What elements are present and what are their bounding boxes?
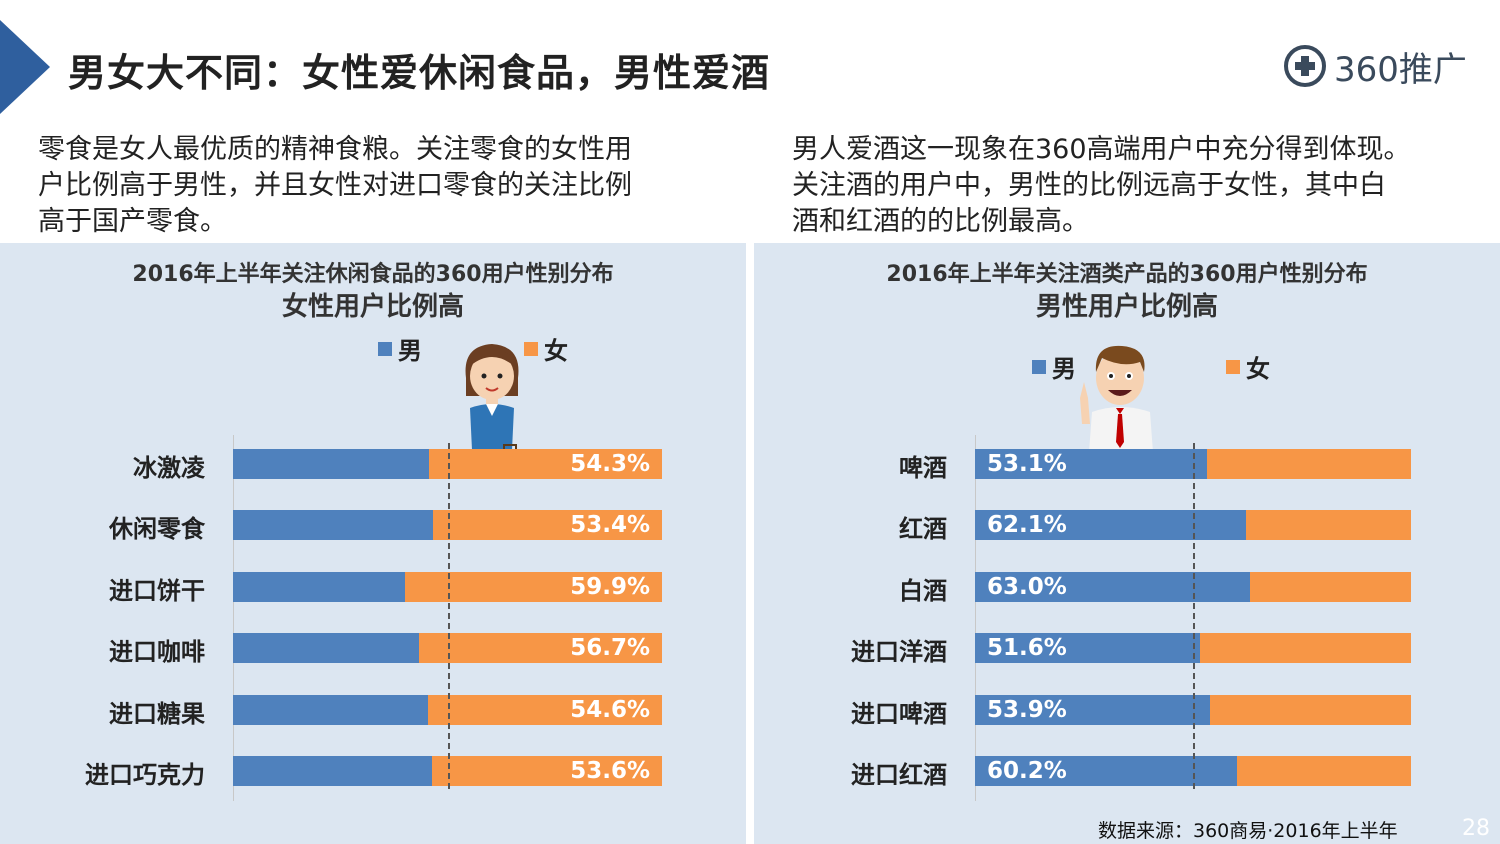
legend-female: 女: [1226, 349, 1270, 384]
bar-female: [1206, 449, 1411, 479]
description-line: 零食是女人最优质的精神食粮。关注零食的女性用: [38, 134, 632, 165]
category-label: 进口糖果: [109, 699, 205, 728]
page-number: 28: [1462, 816, 1490, 841]
alcohol-chart-panel: 2016年上半年关注酒类产品的360用户性别分布 男性用户比例高 男 女 啤酒 5…: [754, 243, 1500, 844]
legend-male: 男: [1032, 349, 1076, 384]
description-line: 高于国产零食。: [38, 206, 227, 237]
chart-subtitle: 男性用户比例高: [1035, 292, 1218, 322]
legend-female: 女: [524, 331, 568, 366]
data-label: 62.1%: [987, 512, 1067, 539]
bar-male: [233, 756, 433, 786]
data-label: 53.1%: [987, 451, 1067, 477]
category-label: 红酒: [899, 515, 947, 544]
description-line: 户比例高于男性，并且女性对进口零食的关注比例: [38, 170, 632, 201]
slide-title: 男女大不同：女性爱休闲食品，男性爱酒: [68, 51, 771, 95]
bar-female: [432, 756, 662, 786]
chart-subtitle: 女性用户比例高: [281, 292, 464, 322]
category-label: 冰激凌: [133, 454, 205, 482]
bar-female: [1249, 571, 1411, 602]
data-label: 51.6%: [987, 635, 1067, 662]
bar-female: [1245, 510, 1411, 541]
category-label: 进口红酒: [851, 761, 947, 789]
bar-male: [233, 510, 433, 541]
bar-male: [975, 694, 1210, 725]
bar-female: [1210, 694, 1411, 725]
legend-swatch-female: [1226, 359, 1240, 374]
logo-text: 360推广: [1334, 49, 1467, 90]
title-arrow-icon: [0, 20, 50, 114]
legend-label: 女: [1246, 355, 1270, 383]
male-figure-icon: [1080, 345, 1154, 466]
data-label: 63.0%: [987, 573, 1067, 600]
data-label: 54.3%: [570, 451, 650, 477]
legend-swatch-male: [1032, 359, 1046, 374]
legend-male: 男: [378, 331, 422, 366]
category-label: 进口洋酒: [851, 638, 947, 667]
data-label: 53.4%: [570, 512, 650, 539]
description-line: 男人爱酒这一现象在360高端用户中充分得到体现。: [792, 134, 1411, 165]
data-label: 54.6%: [570, 696, 650, 723]
bar-female: [418, 633, 662, 664]
bar-female: [429, 449, 662, 479]
description-right: 男人爱酒这一现象在360高端用户中充分得到体现。 关注酒的用户中，男性的比例远高…: [792, 132, 1472, 240]
legend-swatch-female: [524, 341, 538, 356]
data-label: 59.9%: [570, 573, 650, 600]
bar-male: [975, 449, 1207, 479]
legend-label: 男: [398, 337, 422, 365]
y-axis-line: [975, 435, 976, 801]
description-line: 关注酒的用户中，男性的比例远高于女性，其中白: [792, 170, 1386, 201]
reference-line-50: [447, 443, 450, 789]
bar-male: [233, 571, 406, 602]
category-label: 休闲零食: [109, 515, 205, 544]
description-left: 零食是女人最优质的精神食粮。关注零食的女性用 户比例高于男性，并且女性对进口零食…: [38, 132, 698, 240]
plus-circle-icon: [1284, 45, 1326, 87]
category-label: 进口饼干: [109, 576, 205, 605]
data-label: 53.6%: [570, 758, 650, 784]
bar-male: [233, 694, 428, 725]
chart-title: 2016年上半年关注休闲食品的360用户性别分布: [132, 262, 614, 287]
category-label: 进口巧克力: [85, 761, 205, 789]
legend-label: 男: [1052, 355, 1076, 383]
bar-male: [975, 571, 1250, 602]
bar-female: [1237, 756, 1411, 786]
category-label: 进口咖啡: [109, 638, 205, 667]
logo: 360推广: [1282, 40, 1467, 92]
y-axis-line: [233, 435, 234, 801]
reference-line-50: [1193, 443, 1195, 789]
category-label: 白酒: [899, 576, 947, 605]
snack-chart-panel: 2016年上半年关注休闲食品的360用户性别分布 女性用户比例高 男 女 冰激凌…: [0, 243, 746, 844]
data-label: 60.2%: [987, 758, 1067, 784]
bar-male: [975, 510, 1246, 541]
bar-female: [432, 510, 662, 541]
bar-female: [427, 694, 662, 725]
data-label: 53.9%: [987, 696, 1067, 723]
chart-title: 2016年上半年关注酒类产品的360用户性别分布: [886, 262, 1368, 287]
legend-label: 女: [544, 337, 568, 365]
bar-male: [233, 449, 430, 479]
bar-male: [233, 633, 419, 664]
bar-female: [1199, 633, 1411, 664]
data-label: 56.7%: [570, 635, 650, 662]
legend-swatch-male: [378, 341, 392, 356]
bar-male: [975, 633, 1200, 664]
category-label: 进口啤酒: [851, 699, 947, 728]
category-label: 啤酒: [899, 454, 947, 482]
description-line: 酒和红酒的的比例最高。: [792, 206, 1089, 237]
data-source-footer: 数据来源：360商易·2016年上半年: [1098, 820, 1398, 842]
